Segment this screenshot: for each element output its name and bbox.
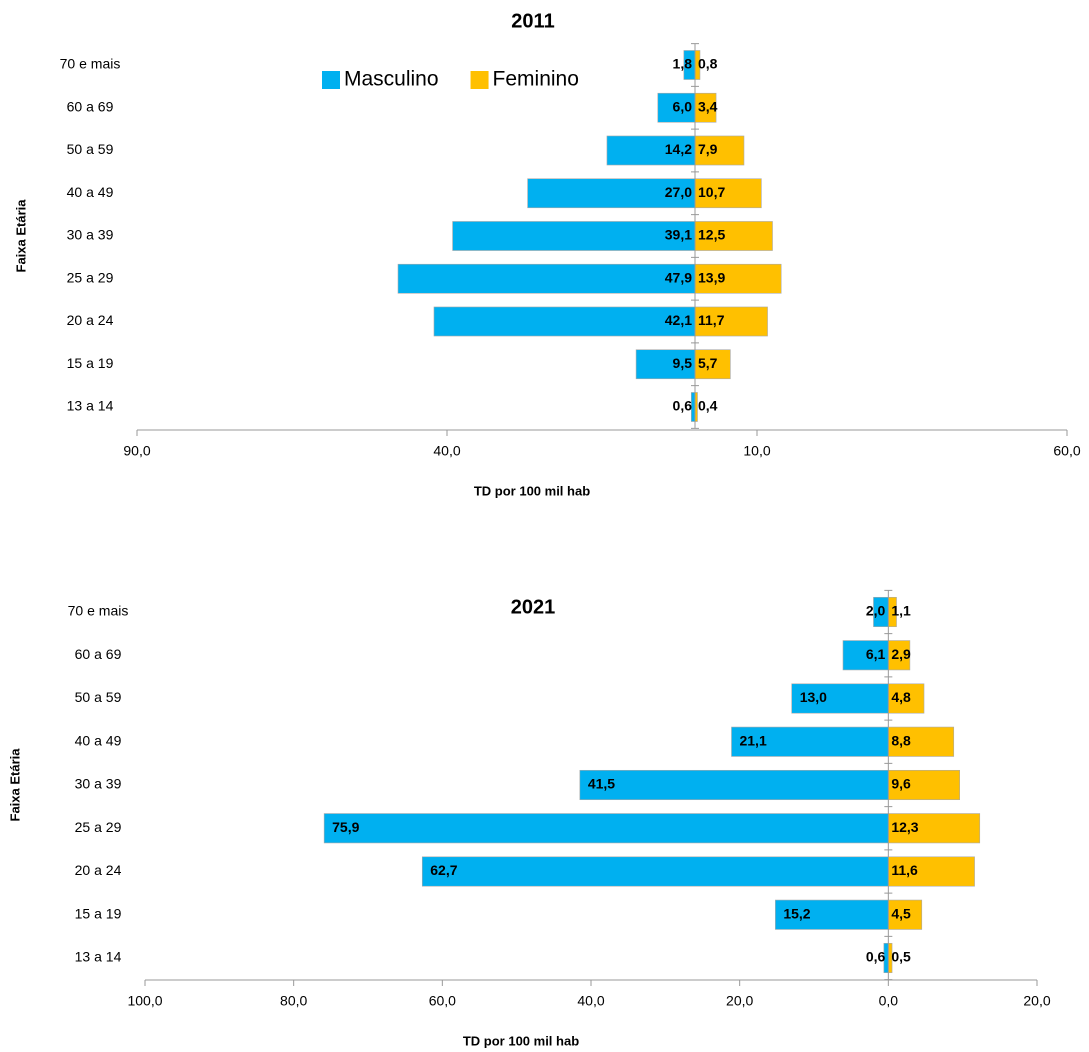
value-label: 41,5 [588,776,615,792]
x-tick-label: 40,0 [577,993,604,1009]
category-label: 30 a 39 [67,227,114,243]
bar [888,856,975,887]
value-label: 0,5 [891,949,911,965]
category-label: 25 a 29 [67,269,114,285]
value-label: 9,6 [891,776,911,792]
category-label: 40 a 49 [67,184,114,200]
bar [694,263,782,294]
bar [433,306,696,337]
value-label: 5,7 [698,355,718,371]
chart-title: 2021 [511,596,556,618]
bar [775,899,889,930]
value-label: 13,0 [800,689,827,705]
bar [323,813,889,844]
bar [731,726,889,757]
value-label: 14,2 [665,141,692,157]
bar [888,899,923,930]
value-label: 13,9 [698,269,725,285]
x-tick-label: 0,0 [879,993,899,1009]
category-label: 15 a 19 [67,355,114,371]
value-label: 47,9 [665,269,692,285]
x-tick-label: 40,0 [433,443,460,459]
bar [397,263,696,294]
value-label: 21,1 [739,732,766,748]
bar [888,813,981,844]
legend-swatch [322,71,340,89]
x-tick-label: 20,0 [726,993,753,1009]
value-label: 11,6 [891,862,918,878]
bar [888,683,925,714]
x-tick-label: 80,0 [280,993,307,1009]
value-label: 0,8 [698,56,718,72]
value-label: 7,9 [698,141,718,157]
value-label: 8,8 [891,732,911,748]
x-tick-label: 100,0 [127,993,162,1009]
bar [527,178,696,209]
category-label: 60 a 69 [67,98,114,114]
bar [694,306,768,337]
legend-label: Feminino [493,68,579,91]
x-axis-title: TD por 100 mil hab [474,483,590,498]
value-label: 15,2 [783,905,810,921]
value-label: 0,4 [698,398,718,414]
value-label: 1,1 [891,603,911,619]
category-label: 50 a 59 [75,689,122,705]
category-label: 15 a 19 [75,905,122,921]
value-label: 12,3 [891,819,918,835]
x-tick-label: 60,0 [429,993,456,1009]
value-label: 12,5 [698,227,725,243]
chart-title: 2011 [511,10,554,32]
bar [888,726,955,757]
value-label: 6,1 [866,646,886,662]
category-label: 25 a 29 [75,819,122,835]
value-label: 27,0 [665,184,692,200]
bar [791,683,889,714]
value-label: 62,7 [430,862,457,878]
bar [579,769,889,801]
value-label: 0,6 [866,949,886,965]
category-label: 20 a 24 [75,862,122,878]
x-tick-label: 20,0 [1023,993,1050,1009]
x-tick-label: 10,0 [743,443,770,459]
category-label: 30 a 39 [75,776,122,792]
value-label: 1,8 [673,56,693,72]
value-label: 4,5 [891,905,911,921]
value-label: 10,7 [698,184,725,200]
legend-label: Masculino [344,68,439,91]
x-tick-label: 60,0 [1053,443,1080,459]
value-label: 39,1 [665,227,692,243]
bar [694,349,731,380]
value-label: 2,0 [866,603,886,619]
y-axis-title: Faixa Etária [7,748,22,822]
category-label: 13 a 14 [67,398,114,414]
category-label: 70 e mais [68,603,129,619]
value-label: 6,0 [673,98,693,114]
bar [452,221,696,251]
x-axis-title: TD por 100 mil hab [463,1033,579,1048]
category-label: 50 a 59 [67,141,114,157]
bar [606,135,696,166]
value-label: 2,9 [891,646,911,662]
category-label: 70 e mais [60,56,121,72]
category-label: 20 a 24 [67,312,114,328]
x-tick-label: 90,0 [123,443,150,459]
y-axis-title: Faixa Etária [13,199,28,273]
category-label: 13 a 14 [75,949,122,965]
value-label: 75,9 [332,819,359,835]
category-label: 60 a 69 [75,646,122,662]
chart: 100,0 80,0 60,0 40,0 20,0 0,0 20,0 TD por 100 m… [7,589,1051,1048]
value-label: 11,7 [698,312,725,328]
bar [694,221,773,251]
bar [421,856,889,887]
value-label: 3,4 [698,98,718,114]
chart: 90,0 40,0 10,0 60,0 TD por 100 mil hab Faixa … [13,10,1080,498]
legend-swatch [470,71,489,89]
value-label: 9,5 [673,355,693,371]
value-label: 0,6 [673,398,693,414]
value-label: 42,1 [665,312,692,328]
category-label: 40 a 49 [75,732,122,748]
value-label: 4,8 [891,689,911,705]
bar [888,769,960,801]
